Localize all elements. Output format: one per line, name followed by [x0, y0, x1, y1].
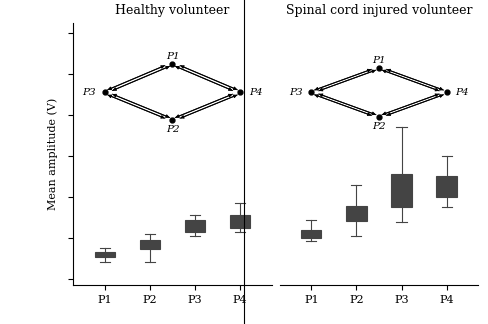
PathPatch shape [436, 177, 457, 197]
Text: P4: P4 [456, 88, 469, 97]
PathPatch shape [346, 206, 366, 221]
Text: P3: P3 [289, 88, 302, 97]
Title: Spinal cord injured volunteer: Spinal cord injured volunteer [285, 4, 472, 17]
Y-axis label: Mean amplitude (V): Mean amplitude (V) [47, 98, 58, 210]
PathPatch shape [140, 240, 160, 249]
Title: Healthy volunteer: Healthy volunteer [115, 4, 230, 17]
Text: P1: P1 [372, 56, 386, 65]
Text: P1: P1 [165, 52, 179, 61]
Text: P2: P2 [165, 125, 179, 134]
PathPatch shape [391, 174, 412, 207]
PathPatch shape [230, 215, 250, 228]
Text: P2: P2 [372, 122, 386, 131]
PathPatch shape [95, 252, 115, 258]
PathPatch shape [185, 220, 205, 232]
Text: P4: P4 [249, 88, 263, 97]
Text: P3: P3 [82, 88, 96, 97]
PathPatch shape [301, 230, 322, 238]
